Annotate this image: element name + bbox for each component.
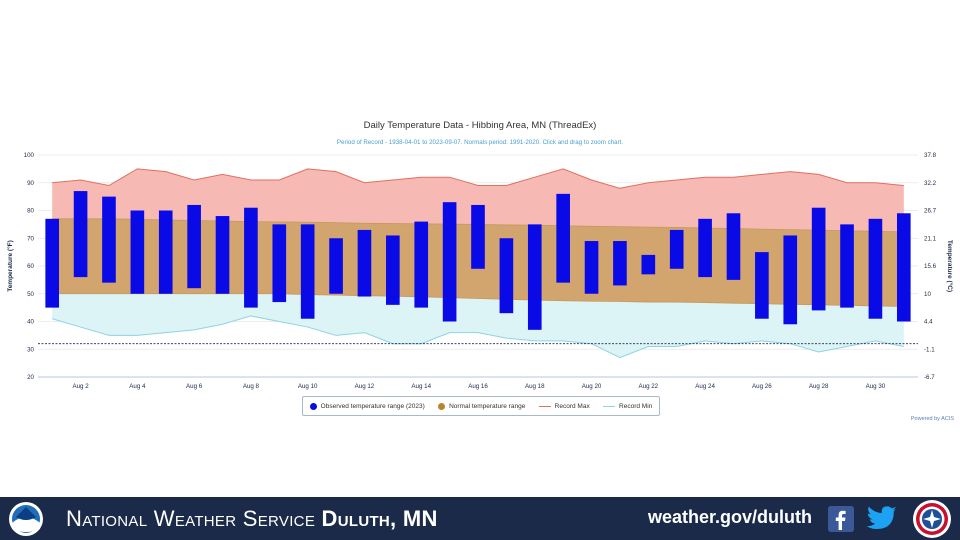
y-tick-left: 70: [27, 235, 34, 242]
observed-bar-day-16: [471, 204, 485, 269]
observed-bar-day-22: [641, 254, 656, 275]
y-tick-right: 10: [924, 291, 931, 298]
x-tick-label: Aug 2: [72, 383, 89, 390]
temperature-chart[interactable]: Daily Temperature Data - Hibbing Area, M…: [0, 110, 960, 430]
observed-bar-day-24: [698, 218, 712, 278]
chart-canvas[interactable]: Daily Temperature Data - Hibbing Area, M…: [0, 110, 960, 430]
legend-normal-label: Normal temperature range: [449, 402, 526, 410]
x-tick-label: Aug 26: [752, 383, 772, 390]
x-tick-label: Aug 12: [355, 383, 375, 390]
y-tick-right: -1.1: [924, 346, 935, 353]
chart-legend: Observed temperature range (2023) Normal…: [302, 396, 660, 416]
y-tick-right: 4.4: [924, 319, 933, 326]
x-tick-label: Aug 14: [411, 383, 431, 390]
x-tick-label: Aug 20: [582, 383, 602, 390]
x-tick-label: Aug 10: [298, 383, 318, 390]
observed-bar-day-31: [896, 213, 911, 322]
x-tick-label: Aug 6: [186, 383, 203, 390]
legend-observed[interactable]: Observed temperature range (2023): [309, 402, 425, 410]
y-tick-left: 20: [27, 374, 34, 381]
observed-bar-day-2: [73, 191, 88, 278]
facebook-icon[interactable]: [828, 506, 854, 532]
legend-normal[interactable]: Normal temperature range: [438, 402, 526, 410]
observed-bar-day-19: [556, 193, 570, 283]
legend-observed-label: Observed temperature range (2023): [320, 402, 425, 410]
x-tick-label: Aug 28: [809, 383, 829, 390]
observed-bar-day-26: [755, 252, 769, 319]
agency-name: National Weather Service Duluth, MN: [66, 506, 438, 532]
footer-banner: National Weather Service Duluth, MN weat…: [0, 497, 960, 540]
observed-bar-day-4: [130, 210, 145, 294]
y-tick-left: 40: [27, 319, 34, 326]
observed-swatch-icon: [309, 402, 317, 410]
y-tick-right: 15.6: [924, 263, 937, 270]
observed-bar-day-27: [783, 235, 798, 325]
chart-subtitle: Period of Record - 1938-04-01 to 2023-09…: [337, 139, 623, 146]
twitter-icon[interactable]: [866, 505, 898, 533]
x-tick-label: Aug 24: [695, 383, 715, 390]
record-max-band: [52, 168, 904, 232]
normal-swatch-icon: [438, 402, 446, 410]
observed-bar-day-20: [584, 241, 599, 294]
y-tick-right: 21.1: [924, 235, 937, 242]
legend-record-min[interactable]: Record Min: [603, 403, 652, 410]
y-tick-right: 37.8: [924, 152, 937, 159]
agency-prefix: National Weather Service: [66, 506, 316, 531]
observed-bar-day-21: [613, 241, 627, 286]
observed-bar-day-28: [811, 207, 826, 311]
observed-bar-day-17: [499, 238, 514, 314]
y-tick-left: 90: [27, 180, 34, 187]
legend-record-max[interactable]: Record Max: [538, 402, 590, 410]
y-tick-left: 60: [27, 263, 34, 270]
credit-link[interactable]: Powered by ACIS: [910, 416, 954, 422]
observed-bar-day-12: [357, 229, 372, 297]
observed-bar-day-18: [527, 224, 542, 330]
y-tick-right: 26.7: [924, 208, 937, 215]
nws-seal-icon: [913, 500, 951, 538]
record-min-band: [52, 293, 904, 358]
observed-bar-day-29: [840, 224, 854, 308]
y-tick-right: -6.7: [924, 374, 935, 381]
office-name: Duluth, MN: [321, 506, 438, 531]
observed-bar-day-9: [272, 224, 287, 303]
observed-bar-day-23: [669, 229, 684, 269]
observed-bar-day-15: [442, 202, 457, 322]
x-tick-label: Aug 8: [243, 383, 260, 390]
observed-bar-day-6: [187, 204, 201, 289]
observed-bar-day-13: [386, 235, 400, 305]
observed-bar-day-14: [414, 221, 429, 308]
record-min-swatch-icon: [603, 405, 616, 407]
legend-record-max-label: Record Max: [554, 402, 590, 410]
y-tick-left: 30: [27, 346, 34, 353]
x-tick-label: Aug 18: [525, 383, 545, 390]
observed-bar-day-8: [244, 207, 258, 308]
legend-record-min-label: Record Min: [619, 402, 653, 410]
x-tick-label: Aug 4: [129, 383, 146, 390]
y-axis-right-label: Temperature (°C): [946, 240, 954, 292]
observed-bar-day-30: [868, 218, 883, 319]
y-tick-right: 32.2: [924, 180, 937, 187]
record-max-swatch-icon: [538, 405, 551, 407]
x-tick-label: Aug 16: [468, 383, 488, 390]
y-tick-left: 80: [27, 208, 34, 215]
observed-bar-day-10: [300, 224, 315, 319]
y-tick-left: 50: [27, 291, 34, 298]
y-axis-left-label: Temperature (°F): [6, 240, 14, 292]
website-link[interactable]: weather.gov/duluth: [648, 507, 813, 527]
y-tick-left: 100: [24, 152, 35, 159]
x-tick-label: Aug 22: [639, 383, 659, 390]
observed-bar-day-5: [158, 210, 173, 294]
noaa-logo-icon: [9, 502, 43, 536]
observed-bar-day-1: [45, 218, 60, 308]
observed-bar-day-3: [102, 196, 116, 283]
observed-bar-day-7: [215, 216, 230, 294]
observed-bar-day-25: [726, 213, 741, 280]
x-tick-label: Aug 30: [866, 383, 886, 390]
record-min-line: [52, 315, 904, 359]
chart-title: Daily Temperature Data - Hibbing Area, M…: [364, 120, 597, 131]
record-max-line: [52, 168, 904, 189]
observed-bar-day-11: [329, 238, 343, 294]
